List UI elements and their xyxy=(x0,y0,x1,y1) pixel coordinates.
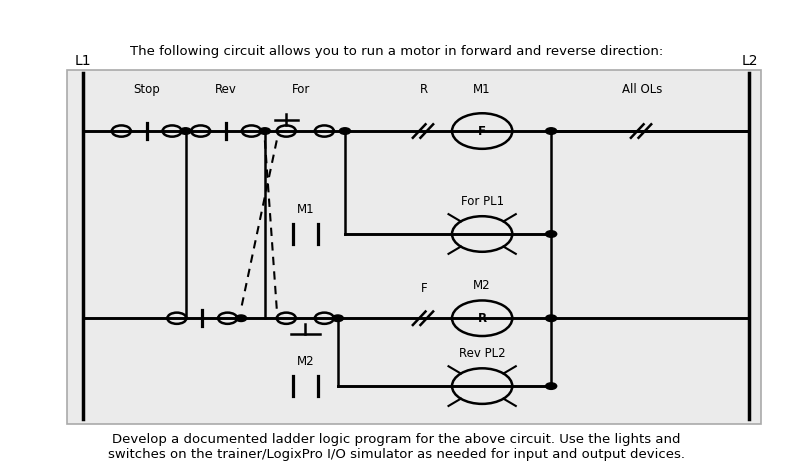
Text: M2: M2 xyxy=(473,279,491,292)
FancyBboxPatch shape xyxy=(67,70,761,424)
Circle shape xyxy=(332,315,343,322)
Text: The following circuit allows you to run a motor in forward and reverse direction: The following circuit allows you to run … xyxy=(130,45,663,58)
Text: For: For xyxy=(292,83,311,96)
Text: Stop: Stop xyxy=(133,83,160,96)
Text: L1: L1 xyxy=(75,54,91,68)
Text: M1: M1 xyxy=(473,83,491,96)
Circle shape xyxy=(546,128,557,134)
Circle shape xyxy=(180,128,191,134)
Circle shape xyxy=(546,383,557,389)
Text: F: F xyxy=(421,282,427,295)
Circle shape xyxy=(546,315,557,322)
Text: M1: M1 xyxy=(297,203,314,216)
Circle shape xyxy=(546,231,557,237)
Text: M2: M2 xyxy=(297,355,314,368)
Circle shape xyxy=(236,315,247,322)
Text: Rev PL2: Rev PL2 xyxy=(459,347,505,360)
Circle shape xyxy=(339,128,351,134)
Text: For PL1: For PL1 xyxy=(461,195,504,208)
Text: All OLs: All OLs xyxy=(623,83,662,96)
Text: Develop a documented ladder logic program for the above circuit. Use the lights : Develop a documented ladder logic progra… xyxy=(108,433,685,461)
Text: R: R xyxy=(477,312,487,325)
Text: Rev: Rev xyxy=(215,83,237,96)
Circle shape xyxy=(259,128,270,134)
Text: L2: L2 xyxy=(741,54,757,68)
Text: F: F xyxy=(478,124,486,138)
Text: R: R xyxy=(420,83,428,96)
